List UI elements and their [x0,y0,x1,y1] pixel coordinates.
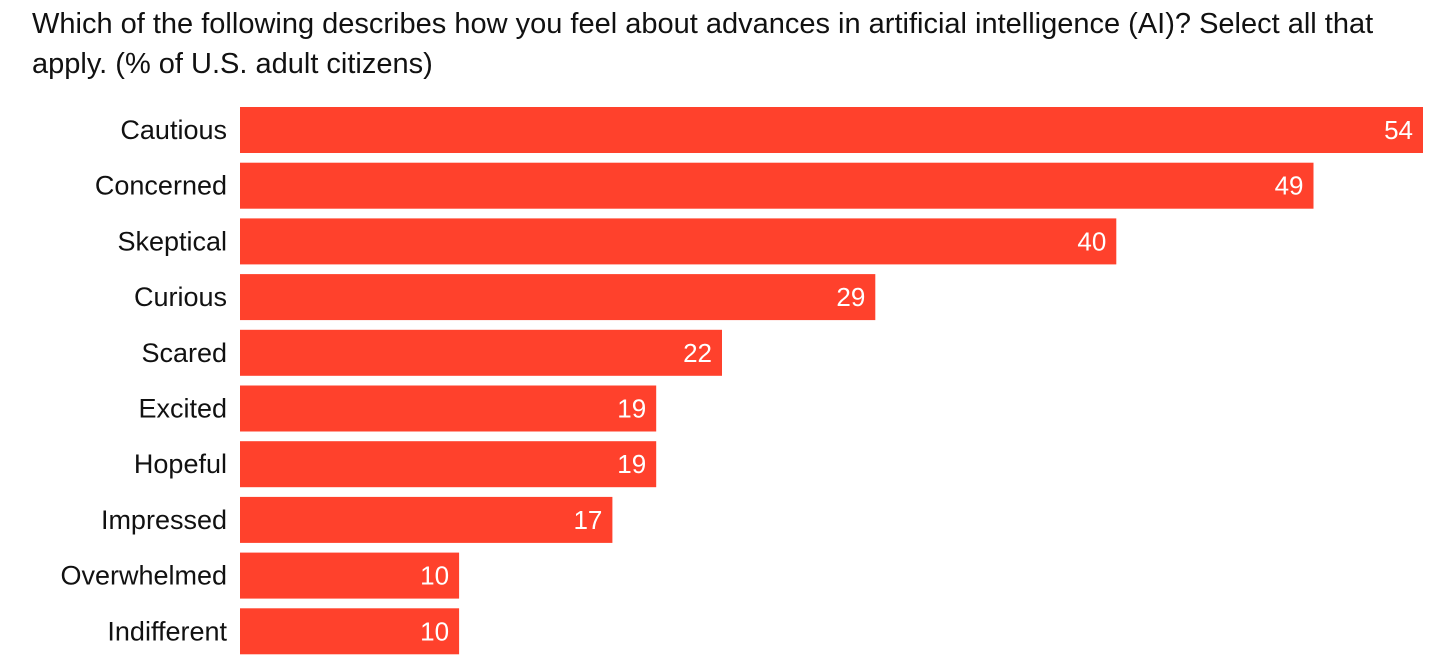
value-label-hopeful: 19 [617,449,646,479]
category-label-excited: Excited [138,394,227,424]
category-label-concerned: Concerned [95,171,227,201]
value-label-excited: 19 [617,394,646,424]
value-label-concerned: 49 [1275,171,1304,201]
bar-overwhelmed [240,552,460,599]
bar-indifferent [240,608,460,655]
value-label-impressed: 17 [573,505,602,535]
value-label-curious: 29 [836,282,865,312]
value-label-indifferent: 10 [420,616,449,646]
category-label-indifferent: Indifferent [107,616,227,646]
category-label-cautious: Cautious [120,115,227,145]
bar-skeptical [240,218,1117,265]
category-label-overwhelmed: Overwhelmed [60,561,227,591]
category-label-impressed: Impressed [101,505,227,535]
value-label-scared: 22 [683,338,712,368]
bar-concerned [240,162,1314,209]
value-label-skeptical: 40 [1077,226,1106,256]
category-label-hopeful: Hopeful [134,449,227,479]
bar-hopeful [240,441,657,488]
value-label-cautious: 54 [1384,115,1413,145]
bar-excited [240,385,657,432]
bar-scared [240,329,722,376]
category-label-scared: Scared [141,338,227,368]
value-label-overwhelmed: 10 [420,561,449,591]
bar-curious [240,274,876,321]
category-label-curious: Curious [134,282,227,312]
chart-title: Which of the following describes how you… [32,8,1374,80]
category-label-skeptical: Skeptical [117,226,227,256]
bar-impressed [240,496,613,543]
bar-cautious [240,107,1423,153]
